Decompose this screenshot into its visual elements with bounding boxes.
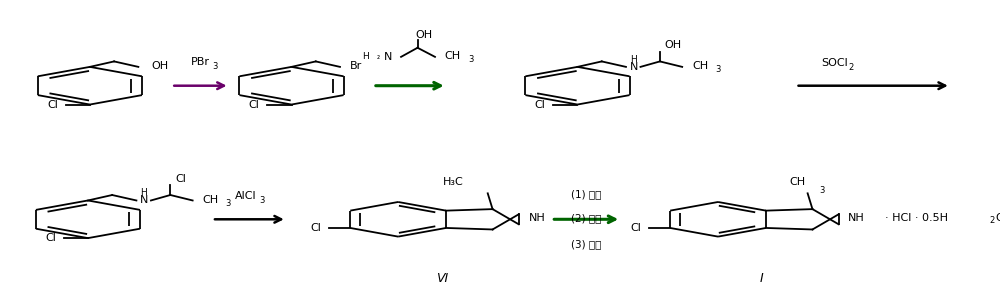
Text: Cl: Cl bbox=[175, 174, 186, 184]
Text: H: H bbox=[140, 188, 147, 197]
Text: CH: CH bbox=[445, 51, 461, 61]
Text: H: H bbox=[362, 52, 369, 61]
Text: (3) 成盐: (3) 成盐 bbox=[571, 239, 601, 249]
Text: AlCl: AlCl bbox=[235, 191, 257, 201]
Text: Cl: Cl bbox=[45, 233, 56, 243]
Text: Cl: Cl bbox=[47, 99, 58, 109]
Text: CH: CH bbox=[790, 177, 806, 187]
Text: 2: 2 bbox=[989, 216, 994, 225]
Text: (2) 游离: (2) 游离 bbox=[571, 213, 601, 223]
Text: 3: 3 bbox=[260, 196, 265, 205]
Text: ₂: ₂ bbox=[377, 52, 380, 61]
Text: OH: OH bbox=[665, 40, 682, 50]
Text: SOCl: SOCl bbox=[821, 58, 848, 68]
Text: Cl: Cl bbox=[249, 99, 260, 109]
Text: 3: 3 bbox=[212, 62, 217, 71]
Text: NH: NH bbox=[528, 213, 545, 223]
Text: 3: 3 bbox=[715, 65, 721, 74]
Text: OH: OH bbox=[151, 61, 168, 71]
Text: N: N bbox=[384, 52, 392, 62]
Text: 3: 3 bbox=[468, 56, 473, 64]
Text: H: H bbox=[630, 55, 637, 64]
Text: OH: OH bbox=[416, 30, 433, 40]
Text: (1) 拆分: (1) 拆分 bbox=[571, 190, 601, 199]
Text: CH: CH bbox=[202, 195, 218, 205]
Text: 3: 3 bbox=[226, 199, 231, 208]
Text: 3: 3 bbox=[819, 186, 825, 195]
Text: NH: NH bbox=[848, 213, 865, 223]
Text: N: N bbox=[630, 62, 638, 72]
Text: H₃C: H₃C bbox=[443, 177, 463, 187]
Text: I: I bbox=[760, 272, 764, 285]
Text: PBr: PBr bbox=[191, 57, 210, 67]
Text: Cl: Cl bbox=[310, 223, 321, 233]
Text: VI: VI bbox=[436, 272, 448, 285]
Text: Br: Br bbox=[350, 61, 362, 71]
Text: 2: 2 bbox=[848, 63, 853, 72]
Text: Cl: Cl bbox=[535, 99, 545, 109]
Text: Cl: Cl bbox=[630, 223, 641, 233]
Text: · HCl · 0.5H: · HCl · 0.5H bbox=[885, 213, 948, 223]
Text: O: O bbox=[996, 213, 1000, 223]
Text: CH: CH bbox=[692, 61, 708, 71]
Text: N: N bbox=[140, 196, 149, 206]
